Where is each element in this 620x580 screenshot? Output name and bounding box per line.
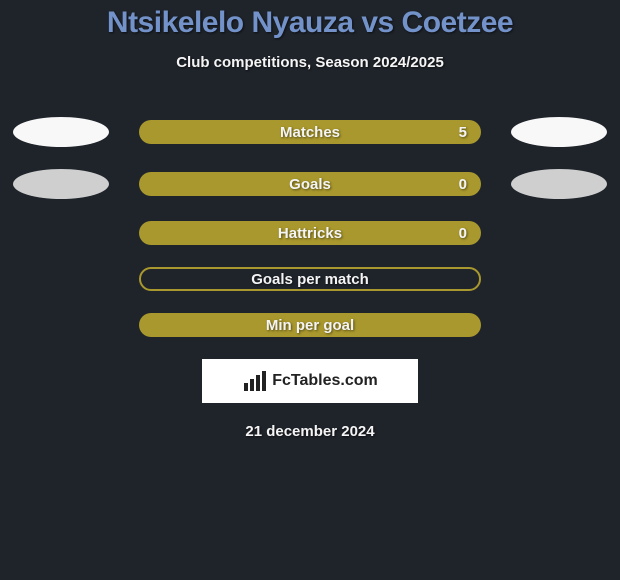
logo-text: FcTables.com (272, 372, 378, 390)
stat-row: Goals 0 (0, 169, 620, 199)
subtitle: Club competitions, Season 2024/2025 (0, 54, 620, 71)
stat-bar-min-per-goal: Min per goal (139, 313, 481, 337)
stat-label: Matches (280, 124, 340, 141)
date-label: 21 december 2024 (0, 423, 620, 440)
stat-row: Min per goal (0, 313, 620, 337)
right-marker (511, 169, 607, 199)
chart-bars-icon (242, 371, 268, 391)
stat-row: Matches 5 (0, 117, 620, 147)
stat-bar-goals: Goals 0 (139, 172, 481, 196)
stat-label: Hattricks (278, 225, 342, 242)
stat-row: Goals per match (0, 267, 620, 291)
left-marker (13, 169, 109, 199)
left-marker (13, 117, 109, 147)
comparison-infographic: Ntsikelelo Nyauza vs Coetzee Club compet… (0, 0, 620, 440)
right-marker (511, 117, 607, 147)
stat-bar-matches: Matches 5 (139, 120, 481, 144)
stat-label: Goals (289, 176, 331, 193)
source-logo: FcTables.com (202, 359, 418, 403)
stat-value: 0 (459, 225, 467, 242)
stat-label: Min per goal (266, 317, 354, 334)
stats-chart: Matches 5 Goals 0 Hattricks 0 Goals (0, 117, 620, 337)
stat-bar-goals-per-match: Goals per match (139, 267, 481, 291)
stat-bar-hattricks: Hattricks 0 (139, 221, 481, 245)
page-title: Ntsikelelo Nyauza vs Coetzee (0, 6, 620, 40)
stat-label: Goals per match (251, 271, 369, 288)
stat-row: Hattricks 0 (0, 221, 620, 245)
stat-value: 5 (459, 124, 467, 141)
stat-value: 0 (459, 176, 467, 193)
